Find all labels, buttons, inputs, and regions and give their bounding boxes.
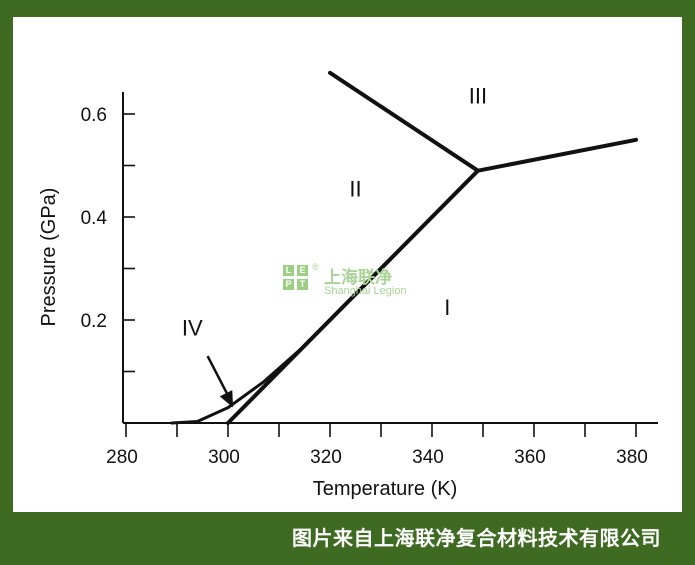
x-tick-label: 320 <box>310 447 342 468</box>
footer-caption: 图片来自上海联净复合材料技术有限公司 <box>292 526 661 550</box>
region-label: III <box>469 84 487 109</box>
watermark-logo: L E P T ® 上海联净 Shanghai Legion <box>283 262 433 301</box>
y-tick-label: 0.6 <box>81 105 107 126</box>
arrow-shaft <box>206 355 232 401</box>
x-tick-label: 300 <box>208 447 240 468</box>
x-tick-label: 360 <box>514 447 546 468</box>
watermark-letter-e: E <box>297 265 308 276</box>
y-tick-label: 0.4 <box>81 208 108 229</box>
region-label: IV <box>182 315 203 340</box>
phase-boundary-line <box>475 137 638 173</box>
phase-diagram-chart: 280 300 320 340 360 380 0.2 0.4 0.6 Temperature (… <box>38 70 658 500</box>
x-axis-label: Temperature (K) <box>313 478 458 500</box>
phase-boundary-line <box>328 70 480 173</box>
watermark-letter-l: L <box>283 265 294 276</box>
arrow-head <box>219 390 234 408</box>
region-label: II <box>349 176 361 201</box>
y-tick-label: 0.2 <box>81 311 107 332</box>
x-tick-label: 380 <box>616 447 648 468</box>
watermark-en-text: Shanghai Legion <box>324 285 407 297</box>
watermark-cn-text: 上海联净 <box>324 268 392 288</box>
x-tick-label: 280 <box>106 447 138 468</box>
region-label: I <box>444 295 450 320</box>
watermark-letter-t: T <box>297 279 308 290</box>
chart-panel: 280 300 320 340 360 380 0.2 0.4 0.6 Temperature (… <box>13 17 682 512</box>
watermark-letter-p: P <box>283 279 294 290</box>
x-tick-label: 340 <box>412 447 444 468</box>
phase-boundary-line <box>170 308 342 425</box>
watermark-reg: ® <box>312 262 319 272</box>
y-axis-label: Pressure (GPa) <box>38 188 60 327</box>
